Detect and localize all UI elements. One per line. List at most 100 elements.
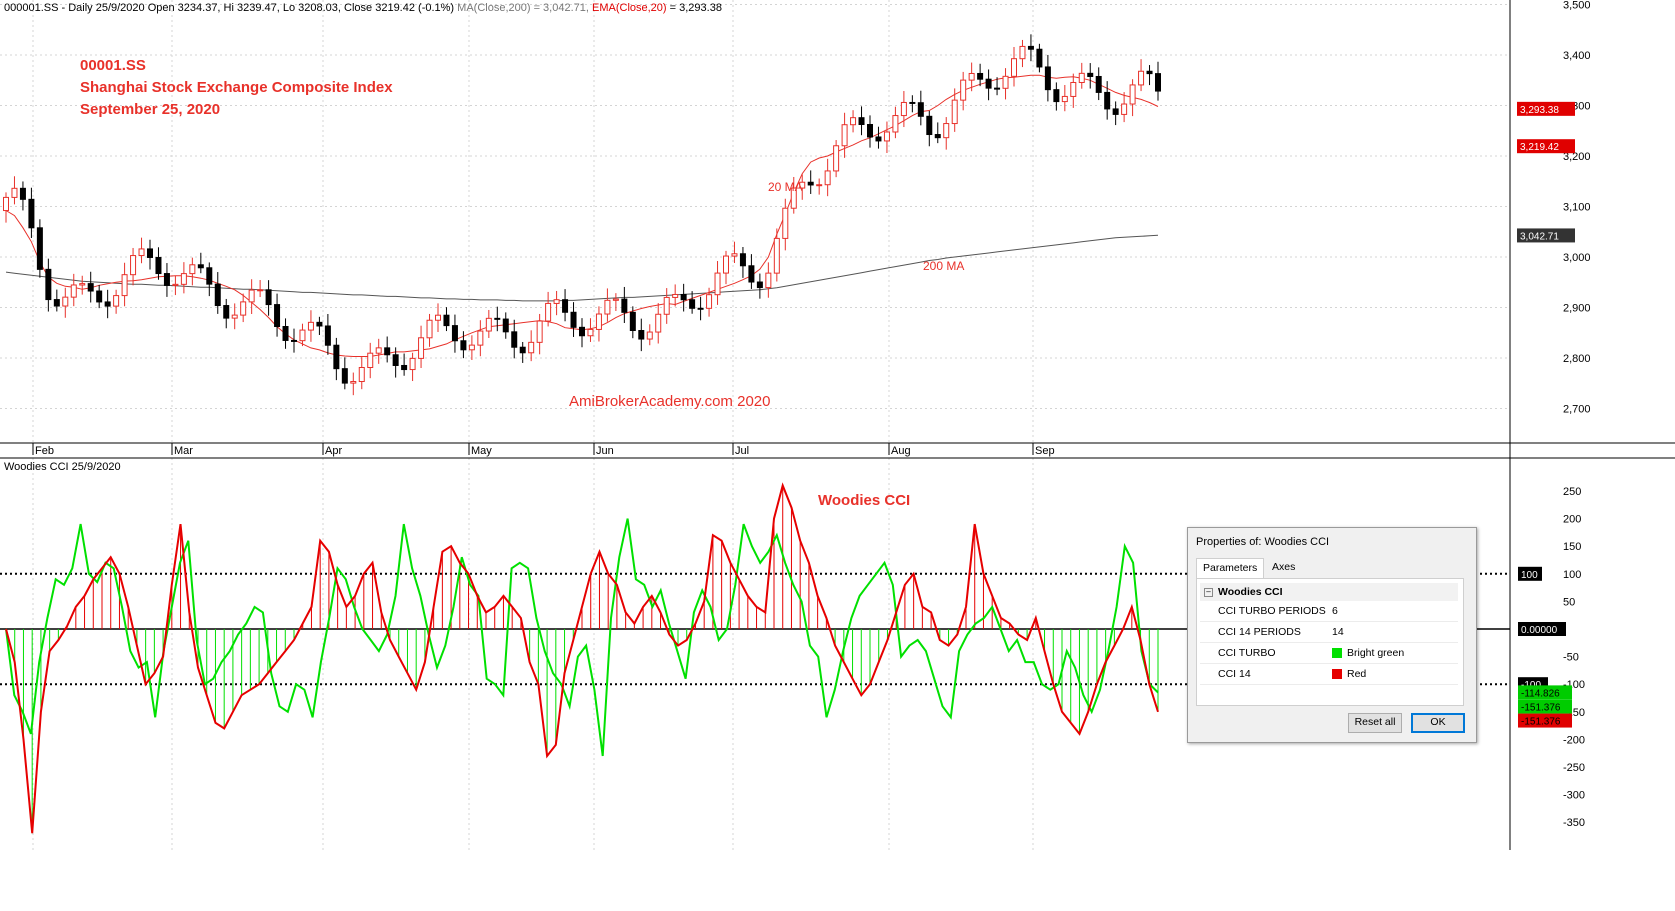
candle-body (943, 123, 950, 139)
candle-body (223, 305, 230, 319)
candle-body (1044, 66, 1051, 91)
properties-dialog[interactable]: Properties of: Woodies CCI Parameters Ax… (1187, 527, 1477, 743)
candle-body (257, 289, 264, 292)
candle-body (672, 293, 679, 298)
candle-body (875, 136, 882, 142)
param-value[interactable]: 6 (1332, 605, 1338, 617)
candle-body (1121, 103, 1128, 115)
cci-tag-box (1518, 685, 1572, 700)
ma20-annotation: 20 MA (768, 180, 803, 194)
candle-body (494, 317, 501, 320)
candle-body (689, 299, 696, 309)
candle-body (1078, 72, 1085, 83)
price-tag-box (1517, 101, 1575, 116)
price-tick-label: 3,100 (1563, 202, 1591, 214)
color-swatch[interactable] (1332, 648, 1342, 659)
collapse-icon[interactable]: – (1204, 587, 1213, 597)
candle-body (604, 299, 611, 315)
cci-tag: -151.376 (1521, 703, 1561, 714)
candle-body (350, 381, 357, 384)
candle-body (341, 368, 348, 384)
candle-body (723, 255, 729, 274)
candle-body (858, 117, 865, 125)
candle-body (3, 196, 9, 212)
candle-body (570, 311, 577, 328)
candle-body (773, 237, 780, 274)
candle-body (11, 187, 18, 198)
cci-tag-box (1518, 699, 1572, 714)
price-tick-label: 2,900 (1563, 303, 1591, 315)
candle-body (121, 274, 128, 297)
date-label: September 25, 2020 (80, 101, 221, 118)
candle-body (1011, 58, 1017, 77)
candle-body (1138, 70, 1145, 86)
color-swatch[interactable] (1332, 669, 1342, 680)
candle-body (138, 248, 145, 257)
candle-body (96, 290, 103, 303)
candle-body (1155, 73, 1161, 92)
candle-body (756, 281, 763, 289)
candle-body (299, 329, 306, 342)
candle-body (231, 314, 238, 319)
candle-body (392, 354, 399, 366)
candle-body (130, 255, 137, 276)
candle-body (824, 170, 831, 186)
candle-body (697, 307, 704, 310)
month-label: Aug (891, 445, 911, 457)
candle-body (418, 337, 425, 359)
param-value[interactable]: 14 (1332, 626, 1344, 638)
cci-tag: -151.376 (1521, 717, 1561, 728)
ok-button[interactable]: OK (1411, 713, 1465, 733)
ema20-value: = 3,293.38 (669, 2, 722, 14)
candle-body (799, 181, 806, 189)
lower-pane-title: Woodies CCI 25/9/2020 (4, 461, 121, 473)
candle-body (748, 265, 755, 283)
candle-body (595, 313, 602, 330)
cci-tag: 100 (1521, 570, 1538, 581)
candle-body (739, 253, 746, 267)
cci-tick-label: 250 (1563, 486, 1581, 498)
param-row-cci14-periods[interactable]: CCI 14 PERIODS 14 (1200, 622, 1458, 643)
candle-body (45, 268, 52, 301)
tab-axes-grid[interactable]: Axes & Grid (1272, 561, 1296, 609)
param-row-turbo-color[interactable]: CCI TURBO Bright green (1200, 643, 1458, 664)
param-value[interactable]: Red (1347, 668, 1367, 680)
month-label: May (471, 445, 492, 457)
cci-tick-label: 200 (1563, 514, 1581, 526)
month-label: Mar (174, 445, 193, 457)
candle-body (451, 325, 458, 342)
tab-parameters[interactable]: Parameters (1196, 558, 1265, 579)
group-header[interactable]: – Woodies CCI (1200, 583, 1458, 601)
month-label: Feb (35, 445, 54, 457)
candle-body (214, 283, 221, 307)
reset-all-button[interactable]: Reset all (1348, 713, 1402, 733)
cci-tick-label: -50 (1563, 652, 1579, 664)
candle-body (409, 357, 416, 371)
candle-body (807, 181, 814, 186)
candle-body (19, 187, 26, 200)
candle-body (79, 283, 86, 286)
candle-body (443, 314, 450, 327)
candle-body (553, 299, 560, 304)
candle-body (180, 273, 187, 285)
param-value[interactable]: Bright green (1347, 647, 1405, 659)
candle-body (765, 272, 772, 289)
price-tick-label: 3,500 (1563, 0, 1591, 12)
cci-tick-label: 150 (1563, 541, 1581, 553)
candle-body (401, 364, 408, 371)
candle-body (163, 273, 170, 286)
param-row-cci14-color[interactable]: CCI 14 Red (1200, 664, 1458, 685)
candle-body (519, 346, 526, 354)
candle-body (782, 207, 789, 239)
candle-body (197, 264, 204, 269)
candle-body (629, 311, 636, 332)
param-key: CCI 14 (1218, 668, 1251, 680)
candle-body (655, 313, 662, 333)
ema20-info: EMA(Close,20) (592, 2, 667, 14)
upper-gridlines (0, 0, 1510, 443)
candle-body (155, 256, 162, 275)
dialog-title: Properties of: Woodies CCI (1196, 536, 1330, 548)
param-row-turbo-periods[interactable]: CCI TURBO PERIODS 6 (1200, 601, 1458, 622)
candle-body (1129, 84, 1136, 105)
